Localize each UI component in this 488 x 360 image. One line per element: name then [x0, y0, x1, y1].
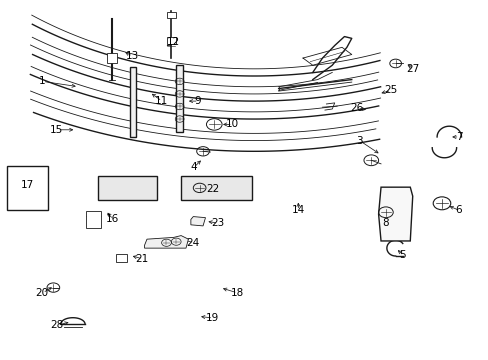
Text: 23: 23	[211, 218, 224, 228]
Text: 12: 12	[167, 37, 180, 47]
Text: 13: 13	[125, 51, 139, 61]
Polygon shape	[144, 235, 188, 248]
Text: 25: 25	[384, 85, 397, 95]
Text: 26: 26	[349, 103, 363, 113]
Text: 14: 14	[291, 206, 304, 216]
Polygon shape	[176, 65, 183, 132]
Text: 11: 11	[155, 96, 168, 106]
Bar	[166, 37, 175, 44]
Text: 3: 3	[355, 136, 362, 145]
Text: 27: 27	[405, 64, 419, 74]
Text: 28: 28	[50, 320, 63, 330]
Text: 18: 18	[230, 288, 244, 298]
Bar	[166, 12, 175, 18]
Text: 1: 1	[39, 76, 45, 86]
Bar	[98, 176, 157, 200]
Text: 15: 15	[50, 125, 63, 135]
Bar	[107, 53, 117, 63]
Text: 4: 4	[190, 162, 196, 172]
Text: 10: 10	[225, 120, 238, 129]
Text: 16: 16	[106, 215, 119, 224]
Text: 9: 9	[194, 96, 201, 106]
Bar	[181, 176, 251, 200]
Text: 20: 20	[36, 288, 49, 298]
Text: 24: 24	[186, 238, 200, 248]
Polygon shape	[378, 187, 412, 241]
Text: 7: 7	[455, 132, 462, 142]
Text: 17: 17	[21, 180, 34, 190]
Text: 8: 8	[382, 218, 388, 228]
Text: 21: 21	[135, 254, 148, 264]
Bar	[86, 211, 101, 228]
Text: 19: 19	[206, 313, 219, 323]
Polygon shape	[130, 67, 136, 137]
Text: 22: 22	[206, 184, 219, 194]
Bar	[6, 166, 48, 211]
Text: 5: 5	[399, 250, 406, 260]
Polygon shape	[190, 217, 205, 226]
Bar	[116, 254, 127, 262]
Text: 6: 6	[455, 206, 462, 216]
